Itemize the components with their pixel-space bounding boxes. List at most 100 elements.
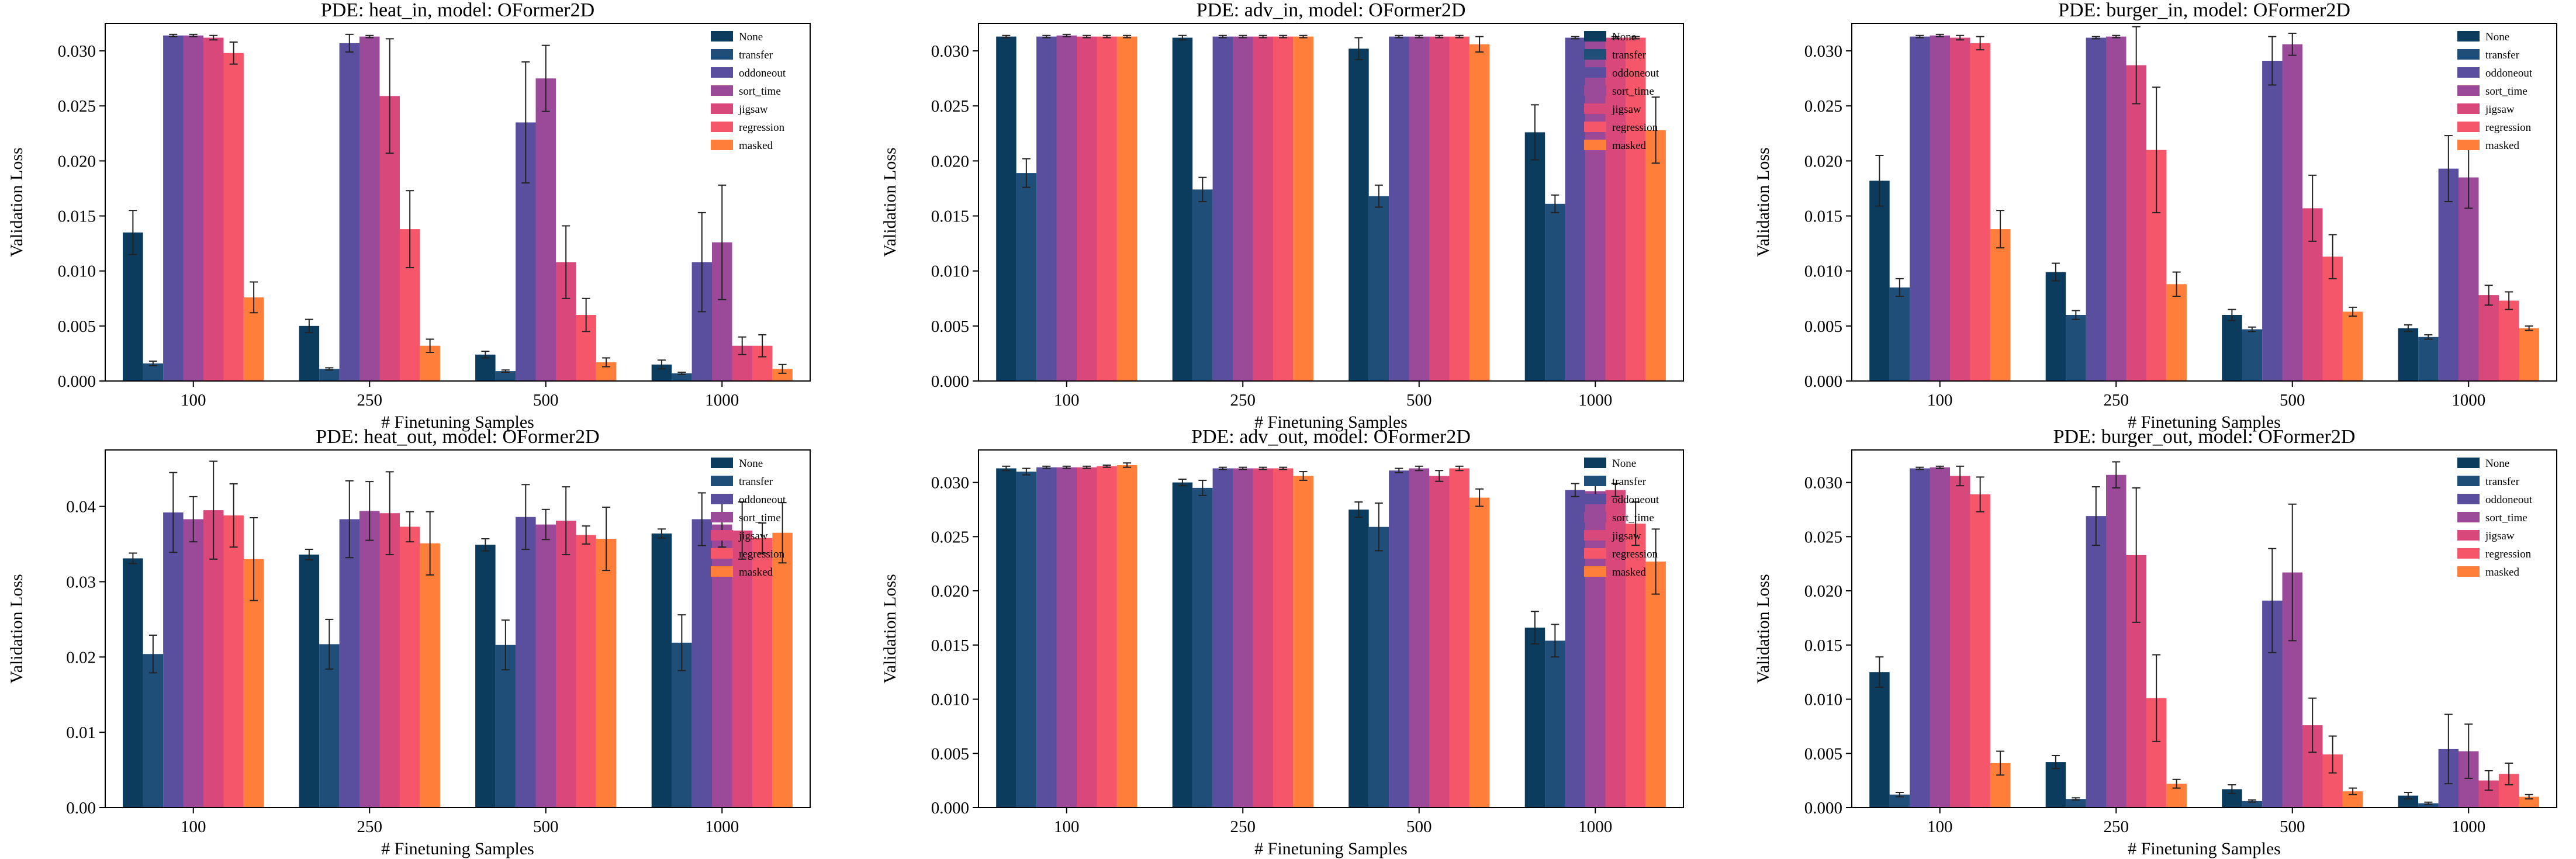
legend-label: masked [2485,566,2520,579]
bar [420,543,440,808]
legend-label: masked [739,566,773,579]
chart-title: PDE: heat_out, model: OFormer2D [316,426,599,448]
legend-label: jigsaw [1612,103,1641,116]
y-tick-label: 0.005 [931,744,969,763]
bar [2045,762,2066,808]
bar [1077,36,1097,382]
legend-label: sort_time [1612,85,1654,98]
x-tick-label: 100 [1054,818,1080,836]
legend-swatch [1584,103,1606,114]
legend-swatch [2457,530,2480,541]
chart-title: PDE: adv_in, model: OFormer2D [1197,0,1466,21]
bar [772,532,793,808]
bar [1889,794,1910,808]
bar [163,35,184,381]
legend-swatch [2457,494,2480,504]
x-tick-label: 500 [2280,391,2305,410]
chart-panel: PDE: burger_out, model: OFormer2D 0.000 0.… [1754,426,2557,858]
y-tick-label: 0.015 [58,207,96,226]
bar [1233,468,1253,808]
bar [1449,36,1469,382]
y-tick-label: 0.000 [58,372,96,391]
legend-label: None [2485,458,2509,470]
y-tick-label: 0.015 [1804,636,1842,655]
plot-frame [978,449,1684,808]
x-axis-label: # Finetuning Samples [2128,413,2281,432]
legend-label: transfer [739,476,773,488]
bar [1389,36,1409,382]
legend-label: oddoneout [739,494,786,506]
bar [1253,468,1273,808]
chart-title: PDE: adv_out, model: OFormer2D [1191,426,1471,448]
legend-swatch [2457,67,2480,78]
y-tick-label: 0.020 [931,152,969,171]
legend-swatch [711,548,733,559]
legend-label: sort_time [739,85,781,98]
legend-label: sort_time [2485,512,2527,524]
legend-swatch [2457,49,2480,60]
legend-swatch [1584,530,1606,541]
bar [1545,640,1565,808]
bar [2342,311,2363,381]
bar [576,535,596,808]
legend-swatch [711,458,733,468]
bar [1253,36,1273,382]
x-tick-label: 100 [1054,391,1080,410]
bar [1056,35,1077,381]
plot-frame [105,23,811,382]
bar [996,468,1016,808]
bar [2106,474,2127,808]
legend-label: sort_time [1612,512,1654,524]
x-tick-label: 250 [357,391,383,410]
legend-swatch [2457,103,2480,114]
legend-swatch [711,530,733,541]
bar [183,519,203,808]
plot-frame [978,23,1684,382]
legend-swatch [1584,476,1606,486]
y-tick-label: 0.03 [66,573,96,591]
y-tick-label: 0.020 [931,582,969,601]
legend-swatch [711,49,733,60]
y-tick-label: 0.000 [931,799,969,818]
bar [2045,272,2066,381]
bar [299,555,320,808]
legend-swatch [1584,67,1606,78]
bar [1469,44,1490,382]
bar [143,363,164,381]
legend-swatch [711,103,733,114]
legend-swatch [711,494,733,504]
y-tick-label: 0.010 [58,262,96,281]
legend-swatch [711,31,733,41]
y-tick-label: 0.005 [1804,317,1842,336]
y-tick-label: 0.005 [1804,744,1842,763]
legend-label: masked [2485,140,2520,152]
legend-swatch [2457,122,2480,132]
bar [2418,803,2439,808]
bar [475,354,496,381]
legend-label: oddoneout [2485,494,2533,506]
bar [732,530,752,808]
legend-label: masked [1612,140,1647,152]
bar [359,36,380,382]
legend-label: regression [1612,548,1658,560]
bar [1565,37,1586,381]
y-tick-label: 0.020 [1804,152,1842,171]
bar [1036,467,1057,808]
bar [183,35,203,381]
bar [2126,65,2146,382]
legend-swatch [2457,458,2480,468]
y-tick-label: 0.030 [931,42,969,61]
x-tick-label: 500 [2280,818,2305,836]
y-tick-label: 0.015 [931,207,969,226]
legend-label: transfer [1612,49,1647,61]
bar [1077,467,1097,808]
bar [2418,337,2439,381]
bar [1625,524,1646,808]
bar [339,519,360,808]
bar [2166,284,2187,381]
bar [2519,796,2539,808]
legend-label: masked [739,140,773,152]
